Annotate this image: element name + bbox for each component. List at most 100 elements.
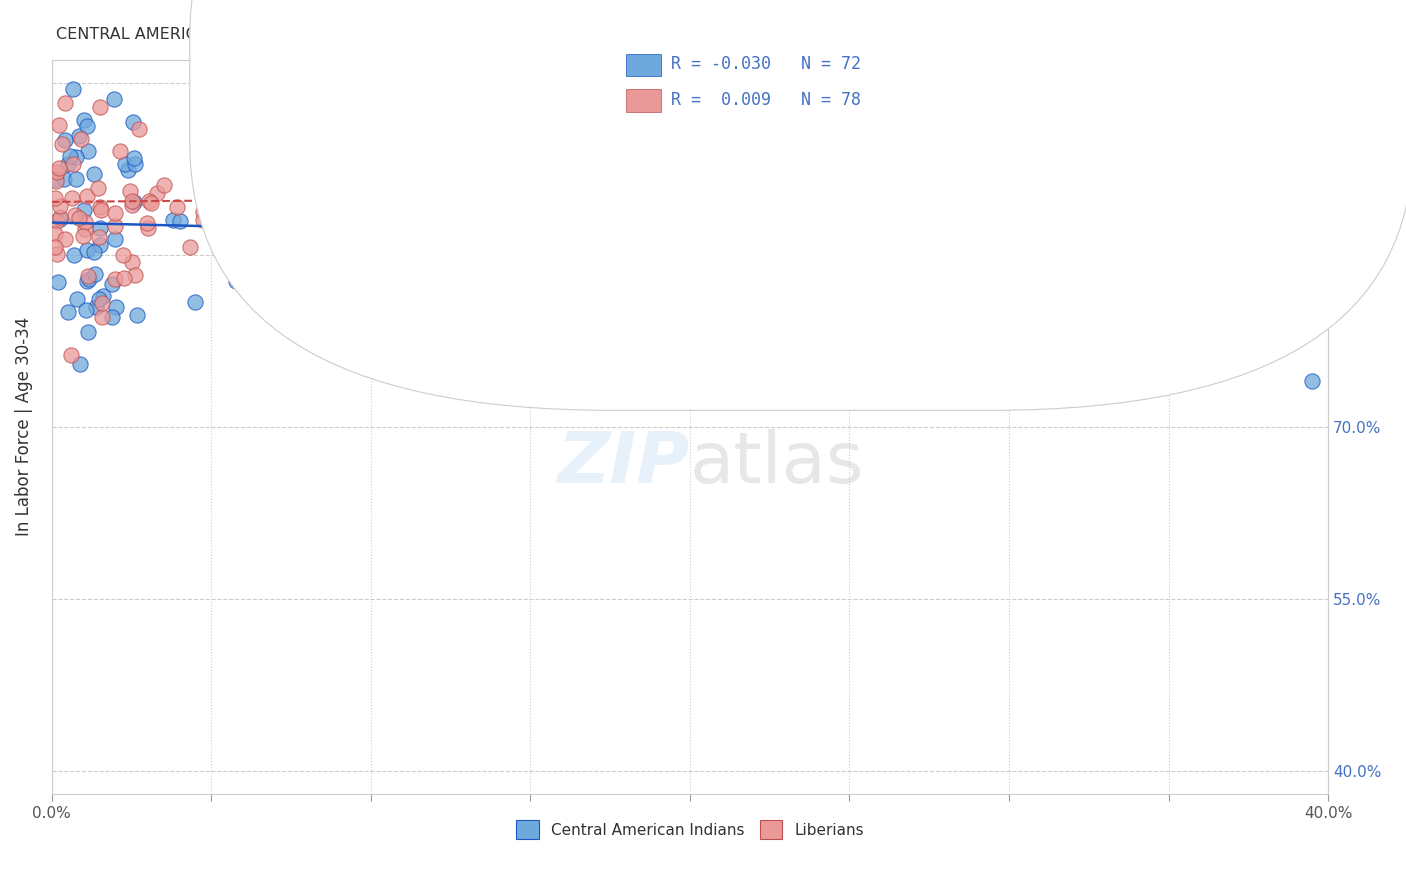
Point — [45, 247, 67, 261]
Point — [179, 240, 201, 254]
Point — [117, 162, 139, 177]
Point — [76, 119, 98, 133]
Point — [53, 171, 76, 186]
Point — [456, 155, 478, 169]
Point — [77, 325, 100, 339]
Point — [1189, 274, 1212, 288]
Point — [70, 132, 93, 146]
Text: ZIP: ZIP — [558, 429, 690, 498]
Point — [66, 293, 89, 307]
Point — [191, 213, 214, 227]
Point — [89, 100, 111, 114]
Point — [838, 120, 860, 135]
Point — [90, 202, 112, 217]
Point — [62, 82, 84, 96]
Point — [903, 137, 925, 152]
Point — [77, 272, 100, 286]
Point — [67, 128, 90, 143]
Point — [49, 198, 72, 212]
Point — [295, 154, 318, 169]
Point — [51, 137, 73, 152]
Point — [679, 140, 702, 154]
Point — [135, 217, 157, 231]
Point — [48, 212, 70, 227]
Point — [127, 309, 149, 323]
Text: atlas: atlas — [690, 429, 865, 498]
Text: R =  0.009   N = 78: R = 0.009 N = 78 — [671, 91, 860, 109]
Point — [48, 210, 70, 224]
Point — [114, 157, 136, 171]
Point — [136, 221, 159, 235]
Point — [62, 157, 84, 171]
Point — [145, 186, 167, 200]
Point — [838, 170, 860, 185]
Text: CENTRAL AMERICAN INDIAN VS LIBERIAN IN LABOR FORCE | AGE 30-34 CORRELATION CHART: CENTRAL AMERICAN INDIAN VS LIBERIAN IN L… — [56, 27, 807, 43]
Point — [65, 151, 87, 165]
Point — [742, 369, 765, 384]
Point — [101, 310, 124, 325]
Point — [1094, 337, 1116, 351]
Point — [295, 331, 318, 345]
Point — [87, 292, 110, 306]
Point — [169, 214, 191, 228]
Point — [104, 300, 127, 314]
Point — [775, 196, 797, 211]
Point — [195, 194, 218, 208]
Point — [83, 244, 105, 259]
Point — [311, 164, 333, 178]
Point — [870, 80, 893, 95]
Point — [60, 191, 83, 205]
Point — [89, 220, 111, 235]
Point — [103, 272, 125, 286]
Point — [75, 303, 97, 318]
Point — [112, 271, 135, 285]
Point — [139, 195, 162, 210]
Point — [1029, 76, 1052, 90]
Point — [65, 208, 87, 222]
Point — [225, 274, 247, 288]
Point — [53, 133, 76, 147]
Point — [742, 317, 765, 331]
Point — [121, 255, 143, 269]
Point — [870, 208, 893, 222]
Point — [59, 148, 82, 162]
Point — [101, 277, 124, 291]
Point — [45, 172, 67, 186]
Point — [934, 183, 956, 197]
Point — [343, 207, 366, 221]
Point — [89, 229, 111, 244]
Point — [183, 294, 205, 309]
Point — [46, 214, 69, 228]
Point — [121, 198, 143, 212]
Point — [138, 194, 160, 208]
Point — [232, 201, 254, 215]
Point — [1125, 135, 1147, 149]
Point — [423, 161, 446, 176]
Point — [104, 206, 127, 220]
Point — [84, 267, 107, 281]
Point — [122, 151, 145, 165]
Point — [1222, 268, 1244, 282]
Point — [1253, 107, 1275, 121]
Point — [104, 232, 127, 246]
Point — [128, 122, 150, 136]
Point — [710, 209, 733, 223]
Point — [111, 247, 134, 261]
Point — [44, 191, 66, 205]
Point — [118, 184, 141, 198]
Point — [76, 189, 98, 203]
Point — [89, 200, 111, 214]
Point — [45, 174, 67, 188]
Point — [58, 157, 80, 171]
Point — [1157, 251, 1180, 265]
Legend: Central American Indians, Liberians: Central American Indians, Liberians — [509, 814, 870, 845]
Point — [56, 304, 79, 318]
Point — [44, 227, 66, 242]
Point — [60, 348, 83, 362]
Point — [519, 211, 541, 226]
Point — [72, 229, 94, 244]
Point — [77, 268, 100, 283]
Point — [122, 195, 145, 210]
Point — [65, 172, 87, 186]
Point — [191, 205, 214, 219]
